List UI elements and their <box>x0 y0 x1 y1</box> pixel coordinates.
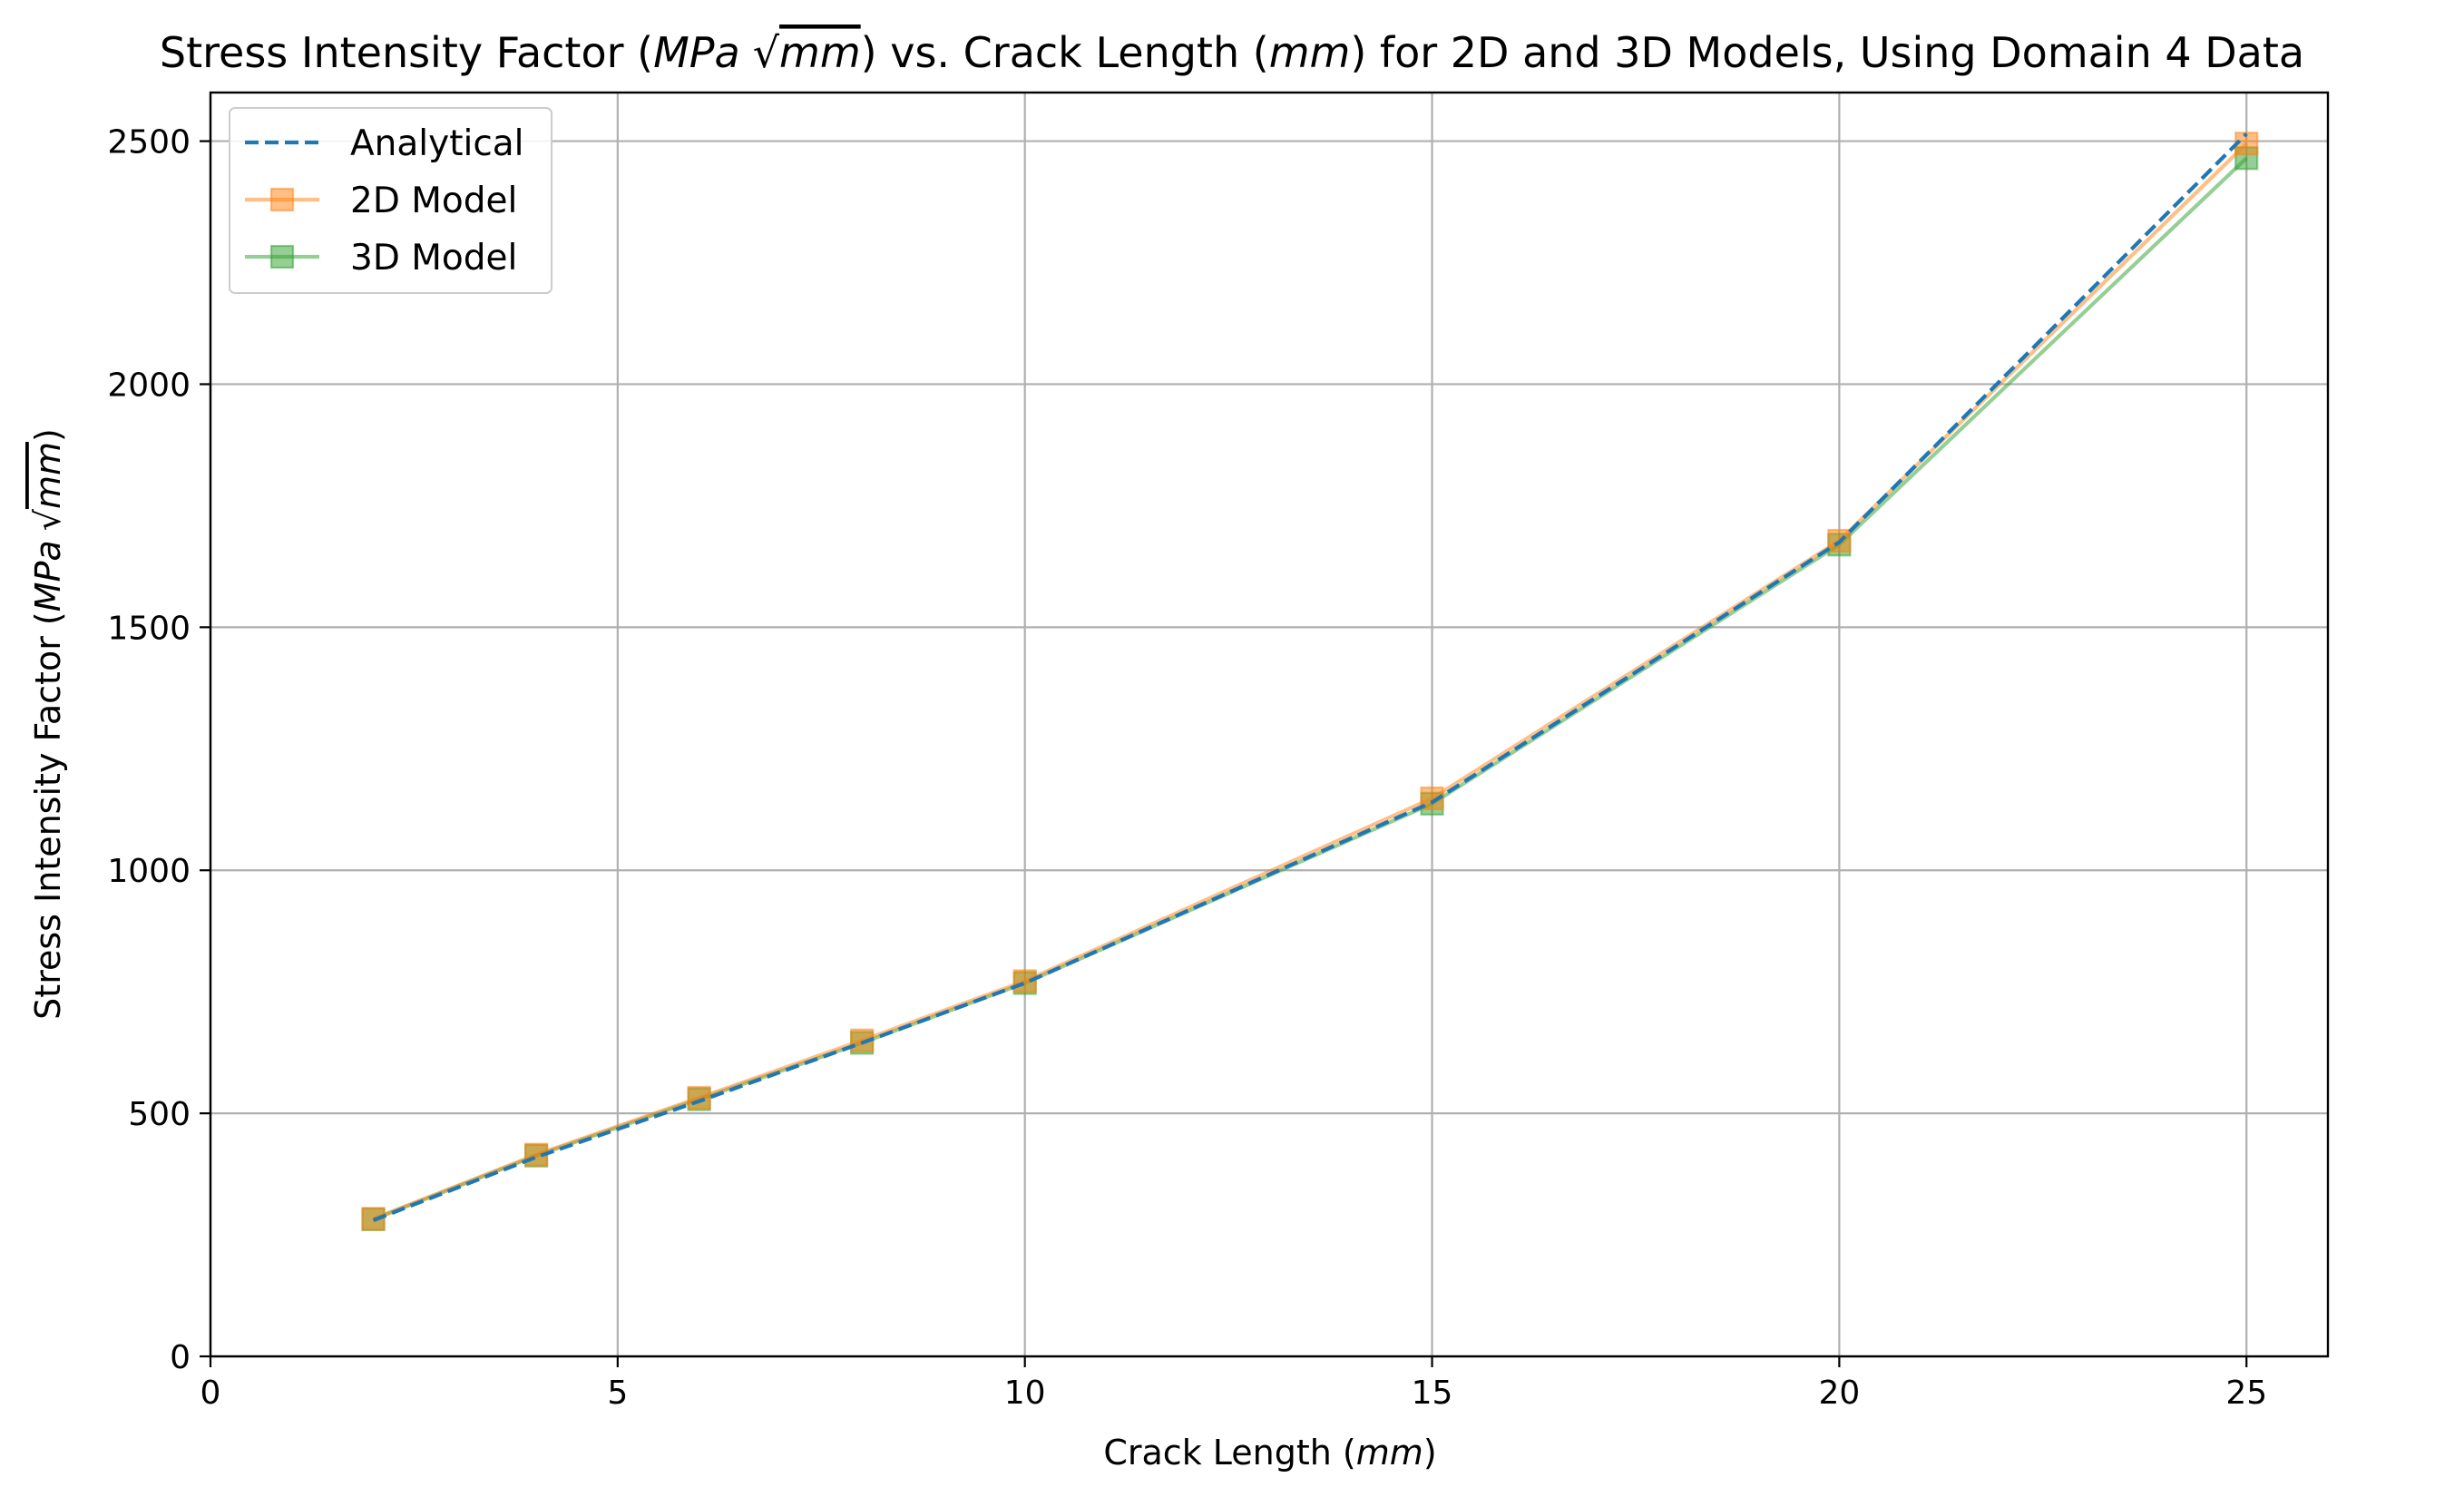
legend-marker-3d-model <box>269 244 295 269</box>
legend-box <box>229 107 552 294</box>
x-axis-label-suffix: ) <box>1423 1433 1437 1473</box>
y-tick-label-500: 500 <box>128 1096 191 1133</box>
legend-entry-3d-model: 3D Model <box>245 238 517 279</box>
x-axis-label-unit: mm <box>1356 1433 1423 1473</box>
x-tick-label-5: 5 <box>607 1375 628 1412</box>
y-tick-label-2000: 2000 <box>107 367 191 404</box>
chart-title-unit2: mm <box>779 28 861 77</box>
x-tick-label-20: 20 <box>1818 1375 1860 1412</box>
axes-frame <box>209 91 2330 1358</box>
x-axis-label: Crack Length (mm) <box>1103 1433 1436 1473</box>
legend: Analytical 2D Model 3D Model <box>229 107 552 294</box>
series-analytical <box>372 132 2248 1222</box>
chart-title-unit1: MPa <box>653 28 740 77</box>
legend-label-analytical: Analytical <box>350 123 524 164</box>
x-tick-label-0: 0 <box>200 1375 221 1412</box>
legend-label-2d-model: 2D Model <box>350 181 517 221</box>
x-tick-label-15: 15 <box>1412 1375 1453 1412</box>
chart-title-middle: ) vs. Crack Length ( <box>861 28 1269 77</box>
x-tick-label-10: 10 <box>1004 1375 1046 1412</box>
y-tick-label-0: 0 <box>170 1339 191 1376</box>
y-axis-label-prefix: Stress Intensity Factor ( <box>28 612 68 1020</box>
y-tick-label-1000: 1000 <box>107 853 191 890</box>
y-axis-label: Stress Intensity Factor (MPa √mm) <box>28 428 68 1020</box>
series-line-analytical <box>372 132 2248 1222</box>
y-axis-label-sqrt: √ <box>28 508 68 531</box>
y-axis-label-unit2: mm <box>28 442 68 509</box>
x-axis-label-prefix: Crack Length ( <box>1103 1433 1355 1473</box>
chart-title-prefix: Stress Intensity Factor ( <box>160 28 653 77</box>
legend-entry-2d-model: 2D Model <box>245 181 517 221</box>
series-layer <box>361 132 2259 1232</box>
chart-title-sqrt: √ <box>753 28 780 77</box>
x-tick-label-25: 25 <box>2225 1375 2267 1412</box>
series-point-2d-model-2 <box>687 1085 711 1111</box>
y-axis-label-suffix: ) <box>28 428 68 442</box>
legend-label-3d-model: 3D Model <box>350 238 517 279</box>
y-axis-label-unit1: MPa <box>28 540 68 612</box>
chart-title-suffix: ) for 2D and 3D Models, Using Domain 4 D… <box>1350 28 2304 77</box>
y-tick-label-2500: 2500 <box>107 124 191 161</box>
legend-entry-analytical: Analytical <box>245 123 524 164</box>
y-tick-label-1500: 1500 <box>107 610 191 647</box>
chart-title: Stress Intensity Factor (MPa √mm) vs. Cra… <box>160 28 2304 77</box>
legend-marker-2d-model <box>269 187 295 212</box>
ticks: 0 5 10 15 20 25 0 500 1000 1500 2000 2500 <box>107 124 2267 1412</box>
chart-title-xunit: mm <box>1269 28 1351 77</box>
